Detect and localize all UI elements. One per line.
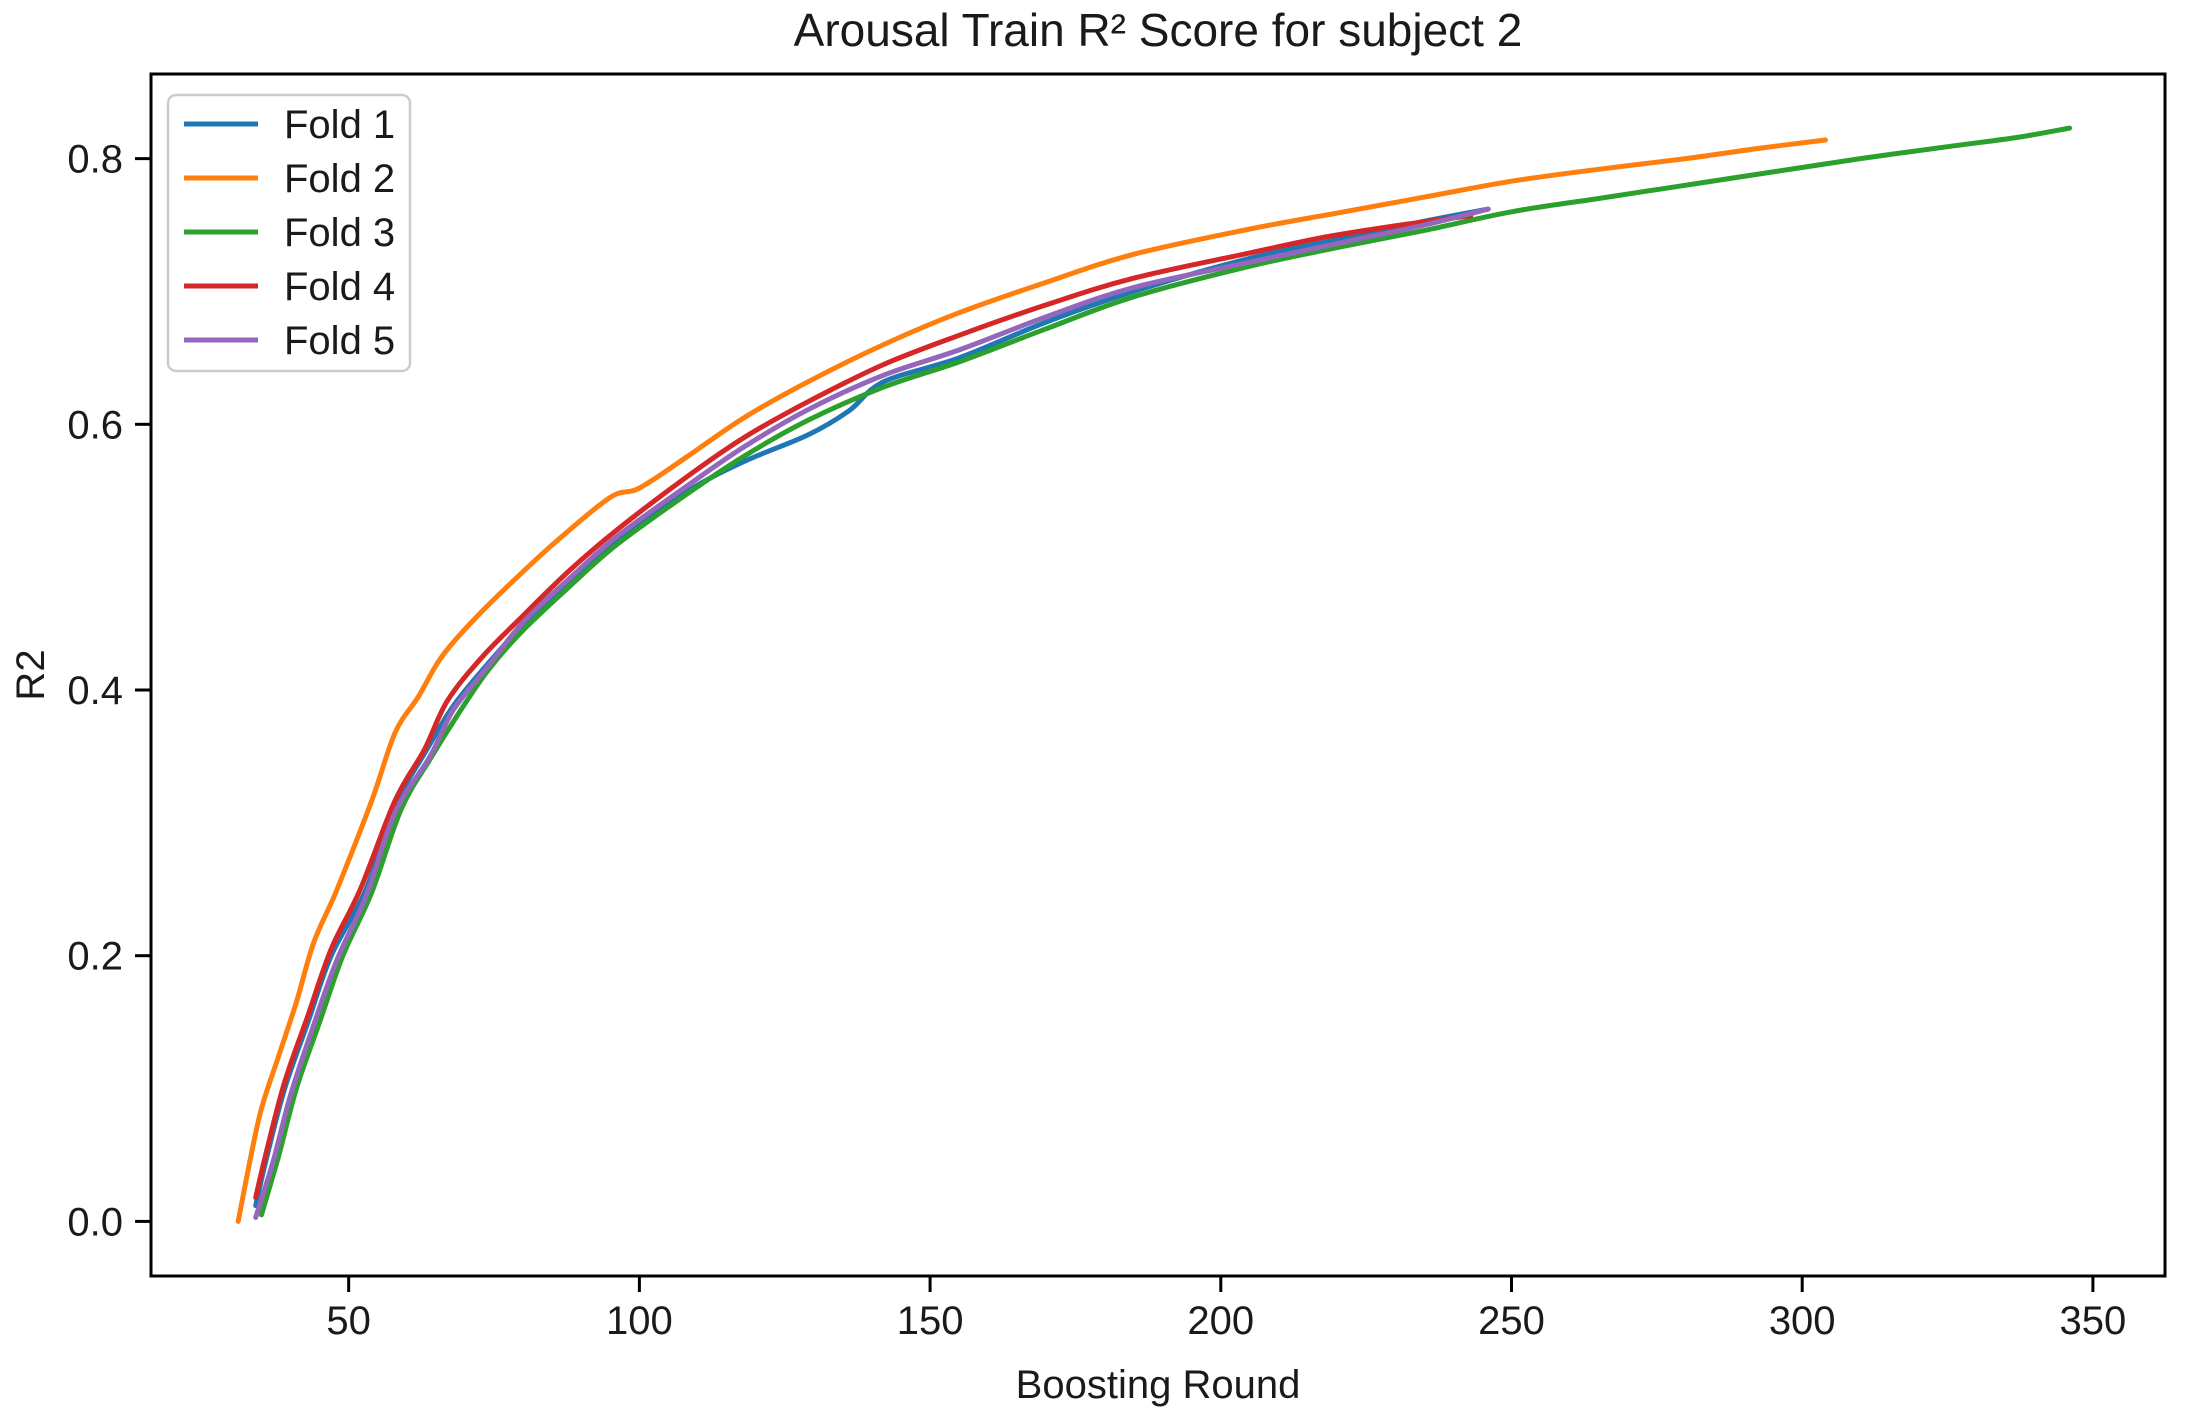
legend-item-fold-1: Fold 1 [184, 103, 395, 147]
series-line-fold-5 [253, 206, 1491, 1220]
x-axis-label: Boosting Round [1016, 1363, 1301, 1407]
y-tick-label: 0.6 [67, 403, 123, 447]
x-axis-ticks: 50 100 150 200 250 300 350 [326, 1276, 2126, 1343]
plot-area [151, 74, 2165, 1276]
series-line-fold-2 [235, 137, 1828, 1224]
x-tick-label: 150 [897, 1299, 964, 1343]
legend-items: Fold 1 Fold 2 Fold 3 Fold 4 Fold 5 [184, 103, 395, 363]
x-tick-label: 100 [606, 1299, 673, 1343]
legend: Fold 1 Fold 2 Fold 3 Fold 4 Fold 5 [166, 93, 412, 373]
legend-item-fold-5: Fold 5 [184, 319, 395, 363]
chart-title: Arousal Train R² Score for subject 2 [794, 4, 1523, 56]
y-tick-label: 0.0 [67, 1200, 123, 1244]
y-tick-label: 0.4 [67, 669, 123, 713]
y-axis-label: R2 [9, 649, 53, 700]
x-tick-label: 200 [1187, 1299, 1254, 1343]
legend-item-fold-3: Fold 3 [184, 211, 395, 255]
x-tick-label: 300 [1769, 1299, 1836, 1343]
legend-item-fold-2: Fold 2 [184, 157, 395, 201]
legend-box [166, 93, 412, 373]
axes-spines [149, 72, 2167, 1278]
legend-label: Fold 2 [284, 157, 395, 201]
x-tick-label: 350 [2060, 1299, 2127, 1343]
x-tick-label: 250 [1478, 1299, 1545, 1343]
series-line-fold-3 [259, 125, 2073, 1218]
legend-label: Fold 3 [284, 211, 395, 255]
series-line-fold-4 [253, 213, 1474, 1200]
x-tick-label: 50 [326, 1299, 371, 1343]
legend-label: Fold 4 [284, 265, 395, 309]
y-tick-label: 0.2 [67, 935, 123, 979]
legend-label: Fold 5 [284, 319, 395, 363]
legend-label: Fold 1 [284, 103, 395, 147]
series-group [235, 125, 2073, 1224]
legend-item-fold-4: Fold 4 [184, 265, 395, 309]
y-axis-ticks: 0.0 0.2 0.4 0.6 0.8 [67, 138, 151, 1244]
y-tick-label: 0.8 [67, 138, 123, 182]
